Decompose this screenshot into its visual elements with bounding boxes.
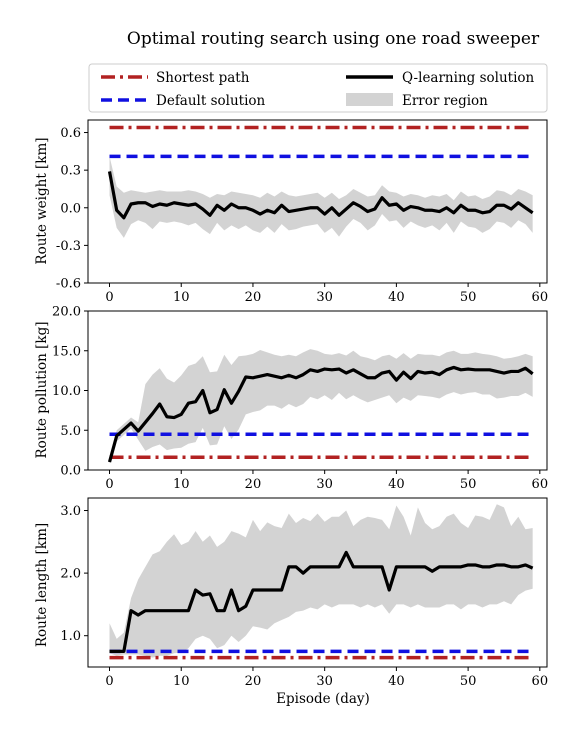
x-tick-label: 10: [173, 674, 190, 689]
panel-route-weight: Route weight [km] 0 10 20 30 40 50 60 -0.6 -0.3 0…: [34, 119, 549, 305]
ylabel-route-pollution: Route pollution [kg]: [34, 321, 50, 458]
legend-label-error: Error region: [402, 93, 488, 109]
ylabel-route-weight: Route weight [km]: [34, 137, 50, 264]
legend-swatch-error: [346, 93, 393, 106]
y-tick-label: 0.0: [60, 464, 81, 479]
q-learning-line-route-pollution: [107, 365, 534, 463]
x-tick-label: 30: [316, 290, 333, 305]
x-tick-label: 20: [245, 290, 262, 305]
x-tick-label: 50: [460, 674, 477, 689]
y-tick-label: 5.0: [60, 424, 81, 439]
legend-label-qlearning: Q-learning solution: [402, 70, 535, 86]
y-tick-label: 0.6: [60, 126, 81, 141]
x-tick-label: 20: [245, 477, 262, 492]
x-tick-label: 40: [388, 674, 405, 689]
y-tick-label: 15.0: [52, 344, 81, 359]
y-tick-label: 2.0: [60, 567, 81, 582]
x-tick-label: 60: [532, 477, 549, 492]
y-tick-label: -0.6: [56, 277, 81, 292]
x-tick-label: 0: [105, 290, 113, 305]
panel-route-length: Route length [km] 0 10 20 30 40 50 60 1.0 2.0 3.0: [34, 497, 549, 689]
x-tick-label: 10: [173, 290, 190, 305]
x-tick-label: 50: [460, 477, 477, 492]
x-tick-label: 30: [316, 674, 333, 689]
error-region-route-pollution: [109, 349, 533, 464]
x-tick-label: 20: [245, 674, 262, 689]
ylabel-route-length: Route length [km]: [34, 523, 50, 647]
axes-frame-route-length: [87, 497, 548, 668]
q-learning-line-route-length: [109, 550, 534, 653]
y-tick-label: 3.0: [60, 504, 81, 519]
x-tick-label: 0: [105, 674, 113, 689]
y-tick-label: -0.3: [56, 239, 81, 254]
legend: Shortest path Default solution Q-learnin…: [88, 63, 548, 113]
x-axis-label: Episode (day): [276, 691, 370, 707]
y-tick-label: 20.0: [52, 305, 81, 320]
error-region-route-length: [109, 504, 533, 658]
y-tick-label: 0.0: [60, 201, 81, 216]
x-tick-label: 60: [532, 674, 549, 689]
q-learning-line-route-weight: [107, 171, 534, 220]
legend-label-shortest: Shortest path: [156, 70, 250, 86]
y-tick-label: 10.0: [52, 384, 81, 399]
x-tick-label: 50: [460, 290, 477, 305]
x-tick-label: 40: [388, 290, 405, 305]
x-tick-label: 60: [532, 290, 549, 305]
x-tick-label: 30: [316, 477, 333, 492]
x-tick-label: 10: [173, 477, 190, 492]
axes-frame-route-weight: [87, 119, 548, 284]
figure-title: Optimal routing search using one road sw…: [127, 29, 540, 49]
x-tick-label: 40: [388, 477, 405, 492]
x-tick-label: 0: [105, 477, 113, 492]
panel-route-pollution: Route pollution [kg] 0 10 20 30 40 50 60 0.0 5.0…: [34, 305, 548, 493]
legend-label-default: Default solution: [156, 93, 266, 109]
y-tick-label: 1.0: [60, 629, 81, 644]
y-tick-label: 0.3: [60, 164, 81, 179]
error-region-route-weight: [109, 156, 533, 238]
legend-frame: [88, 63, 548, 113]
